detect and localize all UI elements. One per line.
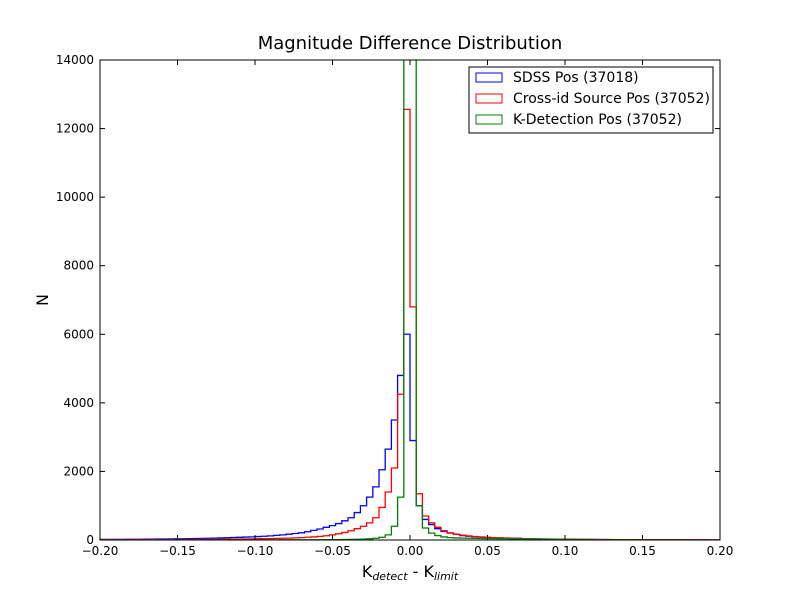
y-axis-label: N — [33, 294, 52, 306]
x-tick-label: 0.15 — [629, 544, 656, 558]
legend-label: K-Detection Pos (37052) — [513, 112, 682, 128]
x-label-sub2: limit — [434, 570, 459, 583]
y-tick-label: 14000 — [56, 53, 94, 67]
x-tick-label: −0.10 — [237, 544, 274, 558]
series-1-step-line — [100, 108, 720, 540]
legend-swatch — [475, 114, 503, 125]
x-axis-label: Kdetect - Klimit — [362, 562, 459, 583]
y-tick-label: 8000 — [63, 259, 94, 273]
y-tick-label: 6000 — [63, 327, 94, 341]
legend-swatch — [475, 93, 503, 104]
series-0-step-line — [100, 333, 720, 540]
y-tick-label: 0 — [86, 533, 94, 547]
legend-label: SDSS Pos (37018) — [513, 70, 639, 86]
y-tick-label: 4000 — [63, 396, 94, 410]
x-tick-label: 0.00 — [397, 544, 424, 558]
x-label-k1: K — [362, 562, 373, 581]
legend-swatch — [475, 72, 503, 83]
legend: SDSS Pos (37018) Cross-id Source Pos (370… — [468, 66, 714, 134]
y-tick-label: 12000 — [56, 122, 94, 136]
x-tick-label: −0.15 — [159, 544, 196, 558]
legend-box — [468, 66, 714, 134]
x-label-k2: - K — [408, 562, 435, 581]
x-tick-label: 0.05 — [474, 544, 501, 558]
x-label-sub1: detect — [372, 570, 408, 583]
x-tick-label: −0.20 — [82, 544, 119, 558]
x-tick-label: 0.10 — [552, 544, 579, 558]
x-tick-label: −0.05 — [314, 544, 351, 558]
chart-title: Magnitude Difference Distribution — [258, 33, 563, 54]
legend-label: Cross-id Source Pos (37052) — [513, 91, 710, 107]
x-tick-label: 0.20 — [707, 544, 734, 558]
y-tick-label: 2000 — [63, 464, 94, 478]
y-tick-label: 10000 — [56, 190, 94, 204]
